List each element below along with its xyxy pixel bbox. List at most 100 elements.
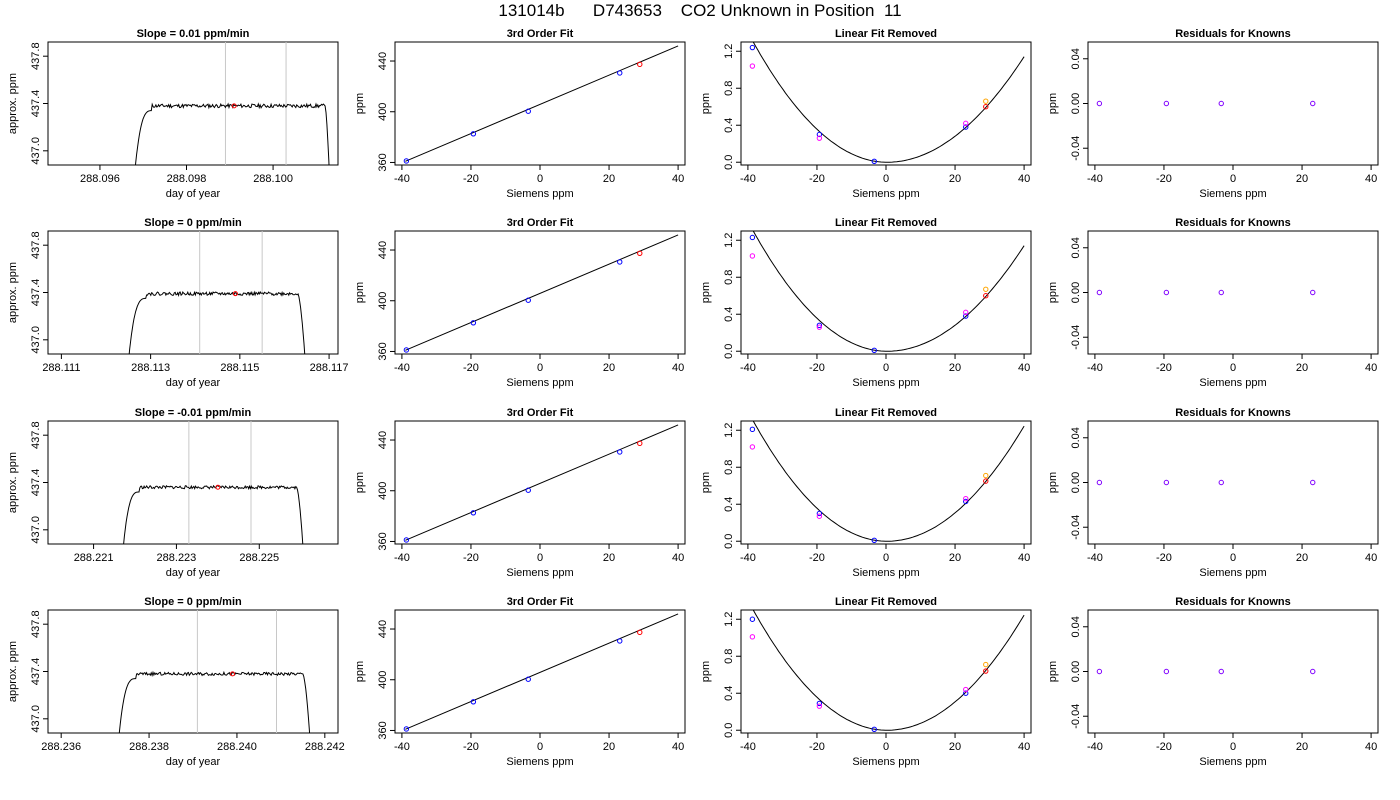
x-tick-label: 20 [603, 173, 615, 185]
x-tick-label: -40 [1087, 741, 1103, 753]
y-tick-label: 437.0 [30, 705, 42, 733]
data-point-known [816, 131, 823, 138]
x-tick-label: 20 [949, 741, 961, 753]
data-point-known [525, 487, 531, 493]
panel-r1-c4: Residuals for Knowns -40 -20 0 20 40 -0.04 0.00… [1047, 28, 1379, 200]
plot-area [123, 421, 304, 544]
panel-title: Residuals for Knowns [1175, 407, 1291, 419]
y-axis-label: approx. ppm [7, 452, 19, 513]
y-tick-label: 437.4 [30, 469, 42, 497]
y-axis-label: ppm [354, 661, 366, 682]
x-tick-label: -20 [809, 173, 825, 185]
y-axis-label: ppm [700, 661, 712, 682]
data-point-unknown [637, 440, 643, 447]
plot-frame [394, 420, 686, 545]
y-tick-label: 0.04 [1070, 427, 1082, 448]
x-tick-label: -40 [1087, 552, 1103, 564]
data-point-residual [1310, 479, 1316, 486]
data-point-residual [1310, 289, 1316, 296]
x-tick-label: -20 [809, 362, 825, 374]
data-point-alt [963, 495, 969, 502]
panel-title: Slope = -0.01 ppm/min [135, 407, 252, 419]
data-point-known [963, 498, 969, 505]
data-point-known [963, 124, 969, 130]
mean-marker [230, 671, 236, 677]
x-tick-label: 0 [1230, 362, 1236, 374]
y-tick-label: 437.8 [30, 421, 42, 449]
data-point-unknown [637, 61, 643, 68]
plot-area [403, 45, 679, 164]
panel-r2-c2: 3rd Order Fit -40 -20 0 20 40 360 400 440 Siemens… [354, 217, 686, 389]
plot-frame [1087, 609, 1379, 734]
y-axis-label: ppm [700, 93, 712, 114]
x-axis-label: day of year [166, 756, 221, 768]
data-point-known [617, 449, 623, 455]
y-tick-label: 440 [377, 241, 389, 259]
plot-frame [1087, 230, 1379, 355]
plot-frame [394, 41, 686, 166]
panel-r4-c4: Residuals for Knowns -40 -20 0 20 40 -0.04 0.00… [1047, 596, 1379, 768]
data-point-known [403, 347, 410, 353]
x-tick-label: 40 [1365, 362, 1377, 374]
y-tick-label: 437.4 [30, 90, 42, 118]
x-tick-label: 20 [1296, 362, 1308, 374]
x-tick-label: -20 [809, 741, 825, 753]
data-point-unknown [983, 668, 989, 674]
y-tick-label: -0.04 [1070, 515, 1082, 540]
y-tick-label: 440 [377, 431, 389, 449]
y-axis-label: ppm [1047, 661, 1059, 682]
x-tick-label: 40 [1018, 173, 1030, 185]
y-axis-label: ppm [354, 93, 366, 114]
y-tick-label: 437.4 [30, 658, 42, 686]
data-point-known [470, 699, 477, 705]
data-point-alt [816, 324, 823, 330]
x-tick-label: 288.100 [253, 173, 293, 185]
y-tick-label: 400 [377, 103, 389, 121]
plot-frame [1087, 41, 1379, 166]
data-point-known [403, 726, 410, 732]
plot-frame [394, 230, 686, 355]
plot-frame [47, 609, 339, 734]
panel-r3-c2: 3rd Order Fit -40 -20 0 20 40 360 400 440 Siemens… [354, 407, 686, 579]
y-tick-label: 1.2 [723, 233, 735, 248]
x-tick-label: 0 [1230, 741, 1236, 753]
x-tick-label: 20 [603, 362, 615, 374]
fit-line [405, 613, 679, 730]
fit-line [405, 45, 679, 162]
x-axis-label: Siemens ppm [1199, 377, 1266, 389]
x-tick-label: 288.242 [305, 741, 345, 753]
plot-area [403, 234, 679, 353]
data-point-alt [749, 634, 756, 640]
y-tick-label: 1.2 [723, 612, 735, 627]
panel-r2-c3: Linear Fit Removed -40 -20 0 20 40 0.0 0.4 0.8 1.… [700, 217, 1032, 389]
quadratic-curve [752, 42, 1025, 163]
y-axis-label: approx. ppm [7, 641, 19, 702]
data-point-residual [1096, 668, 1103, 675]
y-tick-label: 0.4 [723, 497, 735, 512]
x-axis-label: Siemens ppm [1199, 188, 1266, 200]
x-tick-label: -20 [463, 362, 479, 374]
y-tick-label: 0.00 [1070, 661, 1082, 682]
panel-title: Residuals for Knowns [1175, 596, 1291, 608]
data-point-residual [1310, 100, 1316, 107]
y-tick-label: 0.00 [1070, 282, 1082, 303]
x-tick-label: -20 [1156, 173, 1172, 185]
data-point-residual [1096, 289, 1103, 296]
y-axis-label: approx. ppm [7, 262, 19, 323]
y-tick-label: 400 [377, 671, 389, 689]
y-axis-label: ppm [1047, 93, 1059, 114]
data-point-known [617, 638, 623, 644]
panel-title: Slope = 0 ppm/min [144, 217, 242, 229]
data-point-known [963, 690, 969, 696]
panel-title: Residuals for Knowns [1175, 217, 1291, 229]
y-axis-label: ppm [354, 282, 366, 303]
concentration-trace [118, 670, 311, 733]
x-axis-label: Siemens ppm [506, 188, 573, 200]
panel-r1-c2: 3rd Order Fit -40 -20 0 20 40 360 400 440 Siemens… [354, 28, 686, 200]
x-tick-label: -20 [1156, 741, 1172, 753]
y-tick-label: 0.00 [1070, 472, 1082, 493]
mean-marker [231, 103, 237, 109]
data-point-unknown [637, 250, 643, 257]
data-point-known [871, 347, 877, 354]
